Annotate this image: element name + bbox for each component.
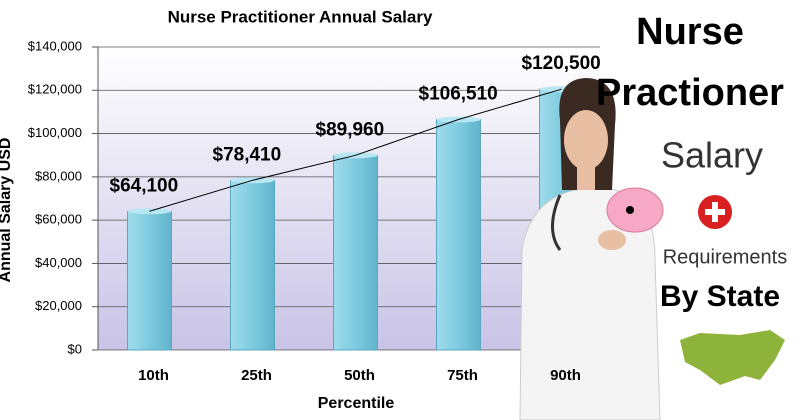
x-tick-label: 25th bbox=[241, 367, 272, 384]
neck bbox=[577, 165, 595, 190]
side-line: Salary bbox=[661, 135, 763, 176]
side-line: Nurse bbox=[636, 11, 744, 53]
x-tick-label: 50th bbox=[344, 367, 375, 384]
y-tick-label: $40,000 bbox=[35, 255, 82, 270]
bar bbox=[230, 179, 275, 351]
bar bbox=[333, 154, 378, 351]
trend-line bbox=[149, 88, 562, 212]
x-tick-label: 75th bbox=[447, 367, 478, 384]
hand bbox=[598, 230, 626, 250]
y-tick-label: $20,000 bbox=[35, 298, 82, 313]
y-tick-label: $140,000 bbox=[28, 38, 82, 53]
value-label: $64,100 bbox=[110, 175, 179, 196]
y-tick-label: $60,000 bbox=[35, 212, 82, 227]
y-axis-label: Annual Salary USD bbox=[0, 138, 14, 283]
y-tick-label: $80,000 bbox=[35, 168, 82, 183]
value-label: $106,510 bbox=[419, 83, 498, 104]
x-tick-label: 90th bbox=[550, 367, 581, 384]
chart-title: Nurse Practitioner Annual Salary bbox=[168, 7, 433, 26]
stethoscope bbox=[551, 194, 562, 251]
y-tick-label: $100,000 bbox=[28, 125, 82, 140]
y-tick-label: $0 bbox=[68, 341, 82, 356]
plus-sign bbox=[705, 202, 725, 222]
side-line: Practioner bbox=[596, 72, 784, 114]
value-label: $89,960 bbox=[316, 119, 385, 140]
side-line: By State bbox=[660, 280, 780, 313]
bar bbox=[127, 210, 172, 351]
x-tick-label: 10th bbox=[138, 367, 169, 384]
face bbox=[564, 110, 608, 170]
value-label: $120,500 bbox=[522, 53, 601, 74]
side-line: Requirements bbox=[663, 246, 788, 268]
piggy-bank bbox=[606, 187, 664, 233]
pig-eye bbox=[626, 206, 634, 214]
value-label: $78,410 bbox=[213, 144, 282, 165]
nurse-illustration bbox=[519, 0, 800, 420]
us-map bbox=[680, 330, 785, 385]
x-axis-label: Percentile bbox=[318, 395, 395, 412]
bar bbox=[436, 118, 481, 351]
y-tick-label: $120,000 bbox=[28, 82, 82, 97]
